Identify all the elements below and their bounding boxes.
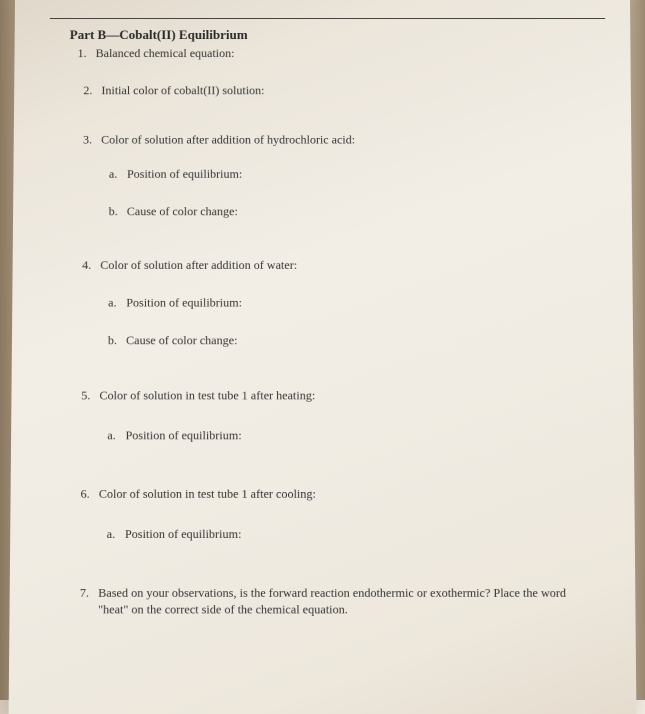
q4-text: Color of solution after addition of wate… [100, 258, 297, 272]
question-5a: a.Position of equilibrium: [107, 427, 598, 444]
question-4: 4.Color of solution after addition of wa… [82, 257, 597, 274]
q4b-letter: b. [108, 332, 126, 349]
q6a-text: Position of equilibrium: [125, 526, 242, 540]
q6-number: 6. [81, 485, 99, 502]
worksheet-page: Part B—Cobalt(II) Equilibrium 1.Balanced… [9, 0, 637, 714]
question-3b: b.Cause of color change: [109, 203, 597, 220]
q6a-letter: a. [107, 525, 125, 542]
q3-text: Color of solution after addition of hydr… [101, 132, 355, 146]
q5-text: Color of solution in test tube 1 after h… [99, 388, 315, 402]
q3a-text: Position of equilibrium: [127, 167, 242, 181]
question-4a: a.Position of equilibrium: [108, 294, 597, 311]
question-3: 3.Color of solution after addition of hy… [83, 131, 596, 148]
question-1: 1.Balanced chemical equation: [78, 45, 596, 62]
q5-number: 5. [81, 387, 99, 404]
q2-text: Initial color of cobalt(II) solution: [101, 83, 264, 97]
q2-number: 2. [83, 82, 101, 99]
top-rule [50, 18, 605, 19]
q4a-letter: a. [108, 294, 126, 311]
q4-number: 4. [82, 257, 100, 274]
q4a-text: Position of equilibrium: [126, 295, 242, 309]
q5a-letter: a. [107, 427, 125, 444]
part-title: Part B—Cobalt(II) Equilibrium [70, 27, 596, 43]
q7-number: 7. [80, 584, 98, 601]
question-6a: a.Position of equilibrium: [107, 525, 600, 542]
q3a-letter: a. [109, 166, 127, 183]
q5a-text: Position of equilibrium: [125, 428, 241, 442]
question-6: 6.Color of solution in test tube 1 after… [81, 485, 599, 502]
q6-text: Color of solution in test tube 1 after c… [99, 486, 316, 500]
question-4b: b.Cause of color change: [108, 332, 598, 349]
q3-number: 3. [83, 131, 101, 148]
q3b-text: Cause of color change: [127, 204, 238, 218]
q1-text: Balanced chemical equation: [96, 46, 235, 60]
question-3a: a.Position of equilibrium: [109, 166, 597, 183]
question-2: 2.Initial color of cobalt(II) solution: [83, 82, 595, 99]
q4b-text: Cause of color change: [126, 333, 237, 347]
question-7: 7.Based on your observations, is the for… [80, 584, 600, 619]
q3b-letter: b. [109, 203, 127, 220]
q7-text: Based on your observations, is the forwa… [98, 585, 566, 599]
question-5: 5.Color of solution in test tube 1 after… [81, 387, 598, 404]
q1-number: 1. [78, 45, 96, 62]
q7-continuation: "heat" on the correct side of the chemic… [98, 601, 590, 618]
